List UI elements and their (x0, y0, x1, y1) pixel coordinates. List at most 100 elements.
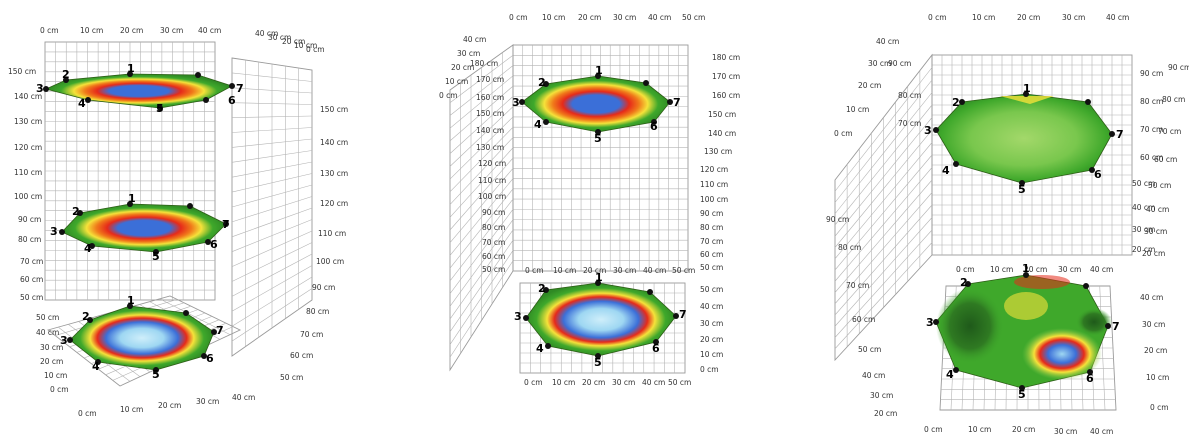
grid-line (449, 260, 514, 358)
marker-point (59, 229, 65, 235)
marker-point (543, 287, 549, 293)
p1-height-tick: 70 cm (20, 257, 43, 266)
grid-line (834, 154, 933, 271)
p3-layer-floor-hotspot (1022, 328, 1102, 380)
point-label: 1 (595, 64, 603, 77)
p2-x-tick-top: 30 cm (613, 13, 636, 22)
grid-line (231, 207, 313, 238)
p2-left-tick: 150 cm (476, 109, 504, 118)
point-label: 1 (128, 192, 136, 205)
marker-point (43, 86, 49, 92)
p3-far-right-tick: 50 cm (1148, 181, 1171, 190)
p3-right-tick: 50 cm (1132, 179, 1155, 188)
p3-bottom-right-tick: 0 cm (1150, 403, 1169, 412)
grid-line (231, 196, 313, 223)
marker-point (933, 127, 939, 133)
p3-x-tick-top: 40 cm (1106, 13, 1129, 22)
p2-mid-x-tick: 50 cm (672, 266, 695, 275)
marker-point (953, 161, 959, 167)
grid-line (231, 242, 313, 282)
grid-line (449, 106, 514, 167)
p1-depth-tick: 40 cm (36, 328, 59, 337)
grid-line (449, 137, 514, 205)
p1-x-tick-bottom: 0 cm (78, 409, 97, 418)
p1-depth-tick: 0 cm (50, 385, 69, 394)
grid-line (231, 265, 313, 312)
grid-line (231, 127, 313, 133)
p2-x-tick-top: 20 cm (578, 13, 601, 22)
p2-mid-x-tick: 30 cm (613, 266, 636, 275)
grid-line (449, 188, 514, 269)
p2-bottom-right-tick: 50 cm (700, 285, 723, 294)
marker-point (127, 201, 133, 207)
p1-depth-tick: 20 cm (40, 357, 63, 366)
point-label: 6 (652, 342, 660, 355)
grid-line (449, 55, 514, 103)
p3-far-right-tick: 70 cm (1158, 127, 1181, 136)
p3-x-tick-top: 10 cm (972, 13, 995, 22)
p3-mid-x-tick: 0 cm (956, 265, 975, 274)
p1-side-tick: 60 cm (290, 351, 313, 360)
marker-point (647, 289, 653, 295)
point-label: 3 (924, 124, 932, 137)
point-label: 5 (1018, 388, 1026, 401)
p2-bottom-x-tick: 30 cm (612, 378, 635, 387)
point-label: 7 (216, 324, 224, 337)
point-label: 1 (595, 271, 603, 284)
grid-line (231, 173, 313, 193)
marker-point (519, 99, 525, 105)
p2-right-tick: 110 cm (700, 180, 728, 189)
marker-point (1019, 385, 1025, 391)
grid-line (834, 192, 933, 304)
grid-line (834, 92, 933, 214)
p1-side-tick: 110 cm (318, 229, 346, 238)
marker-point (643, 80, 649, 86)
p2-left-tick: 50 cm (482, 265, 505, 274)
p3-bottom-left-tick: 50 cm (858, 345, 881, 354)
point-label: 4 (92, 360, 100, 373)
p3-right-tick: 20 cm (1132, 245, 1155, 254)
marker-point (595, 353, 601, 359)
p1-layer-top: 1 2 3 4 5 6 7 (36, 62, 244, 115)
p1-height-tick: 150 cm (8, 67, 36, 76)
p1-x-tick-bottom: 40 cm (232, 393, 255, 402)
marker-point (127, 303, 133, 309)
p2-left-tick: 40 cm (463, 35, 486, 44)
p2-left-tick: 130 cm (476, 143, 504, 152)
p1-side-tick: 50 cm (280, 373, 303, 382)
p2-bottom-right-tick: 20 cm (700, 335, 723, 344)
p1-x-tick-top: 0 cm (40, 26, 59, 35)
p2-right-tick: 80 cm (700, 223, 723, 232)
p2-right-tick: 70 cm (700, 237, 723, 246)
point-label: 6 (206, 352, 214, 365)
p3-bottom-left-tick: 60 cm (852, 315, 875, 324)
p2-bottom-right-tick: 40 cm (700, 302, 723, 311)
p2-left-tick: 110 cm (478, 176, 506, 185)
p3-bottom-left-tick: 40 cm (862, 371, 885, 380)
marker-point (153, 367, 159, 373)
p3-bottom-x-tick: 0 cm (924, 425, 943, 434)
p3-bottom-left-tick: 70 cm (846, 281, 869, 290)
point-label: 1 (1022, 262, 1030, 275)
grid-line (449, 65, 514, 116)
p1-height-tick: 130 cm (14, 117, 42, 126)
p2-left-tick: 90 cm (482, 208, 505, 217)
grid-line (231, 150, 313, 163)
grid-line (834, 67, 933, 192)
grid-line (449, 85, 514, 142)
p3-bottom-left-tick: 90 cm (826, 215, 849, 224)
p2-left-tick: 160 cm (476, 93, 504, 102)
marker-point (595, 280, 601, 286)
p2-bottom-x-tick: 40 cm (642, 378, 665, 387)
panel2-side-wall-grid (449, 44, 514, 372)
point-label: 5 (152, 368, 160, 381)
p1-side-tick: 70 cm (300, 330, 323, 339)
point-label: 1 (127, 62, 135, 75)
grid-line (834, 129, 933, 248)
p3-bottom-x-tick: 10 cm (968, 425, 991, 434)
p1-side-tick: 80 cm (306, 307, 329, 316)
p2-left-tick: 80 cm (482, 223, 505, 232)
p3-layer-floor-darkspot (1076, 308, 1112, 336)
p3-mid-x-tick: 10 cm (990, 265, 1013, 274)
marker-point (965, 281, 971, 287)
